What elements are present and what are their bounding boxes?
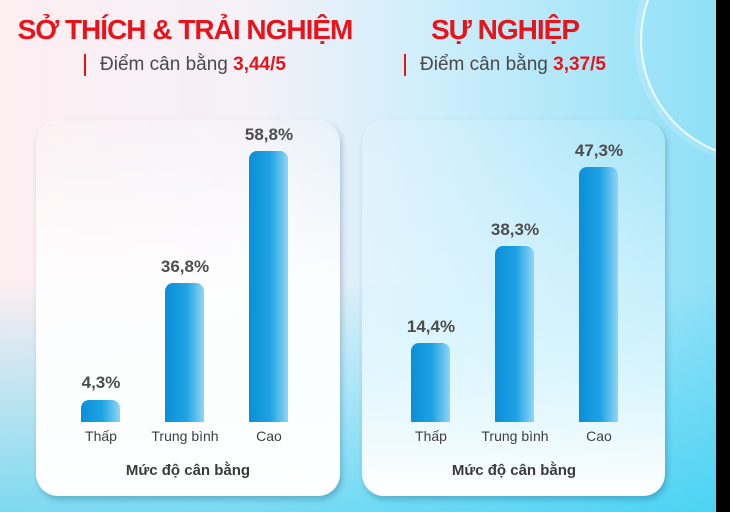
header-hobbies: SỞ THÍCH & TRẢI NGHIỆM Điểm cân bằng 3,4… xyxy=(0,8,370,80)
balance-score-career: Điểm cân bằng 3,37/5 xyxy=(404,52,606,78)
chart-title-career: SỰ NGHIỆP xyxy=(430,14,580,45)
category-label: Thấp xyxy=(85,428,117,444)
bar-value-label: 58,8% xyxy=(244,125,294,144)
x-axis-label: Mức độ cân bằng xyxy=(451,462,577,479)
bar-career-medium xyxy=(495,246,534,422)
bar-career-high xyxy=(579,167,618,422)
bar-value-label: 14,4% xyxy=(406,317,456,336)
balance-score-label: Điểm cân bằng xyxy=(420,54,548,75)
category-label: Cao xyxy=(256,428,282,444)
bar-hobbies-low xyxy=(81,400,120,422)
chart-title-hobbies: SỞ THÍCH & TRẢI NGHIỆM xyxy=(17,14,354,45)
category-label: Cao xyxy=(586,428,612,444)
bar-value-label: 4,3% xyxy=(81,373,121,392)
header-career: SỰ NGHIỆP Điểm cân bằng 3,37/5 xyxy=(370,8,640,80)
bar-hobbies-high xyxy=(249,151,288,422)
category-label: Trung bình xyxy=(151,428,219,444)
bar-career-low xyxy=(411,343,450,422)
accent-divider xyxy=(404,54,407,76)
category-label: Thấp xyxy=(415,428,447,444)
bar-value-label: 36,8% xyxy=(160,257,210,276)
bar-value-label: 38,3% xyxy=(490,220,540,239)
accent-divider xyxy=(84,54,87,76)
bar-hobbies-medium xyxy=(165,283,204,422)
category-label: Trung bình xyxy=(481,428,549,444)
balance-score-hobbies: Điểm cân bằng 3,44/5 xyxy=(84,52,286,78)
x-axis-label: Mức độ cân bằng xyxy=(125,462,251,479)
balance-score-label: Điểm cân bằng xyxy=(100,54,228,75)
bar-value-label: 47,3% xyxy=(574,141,624,160)
black-edge-strip xyxy=(716,0,730,512)
balance-score-value: 3,37/5 xyxy=(553,54,606,75)
balance-score-value: 3,44/5 xyxy=(233,54,286,75)
